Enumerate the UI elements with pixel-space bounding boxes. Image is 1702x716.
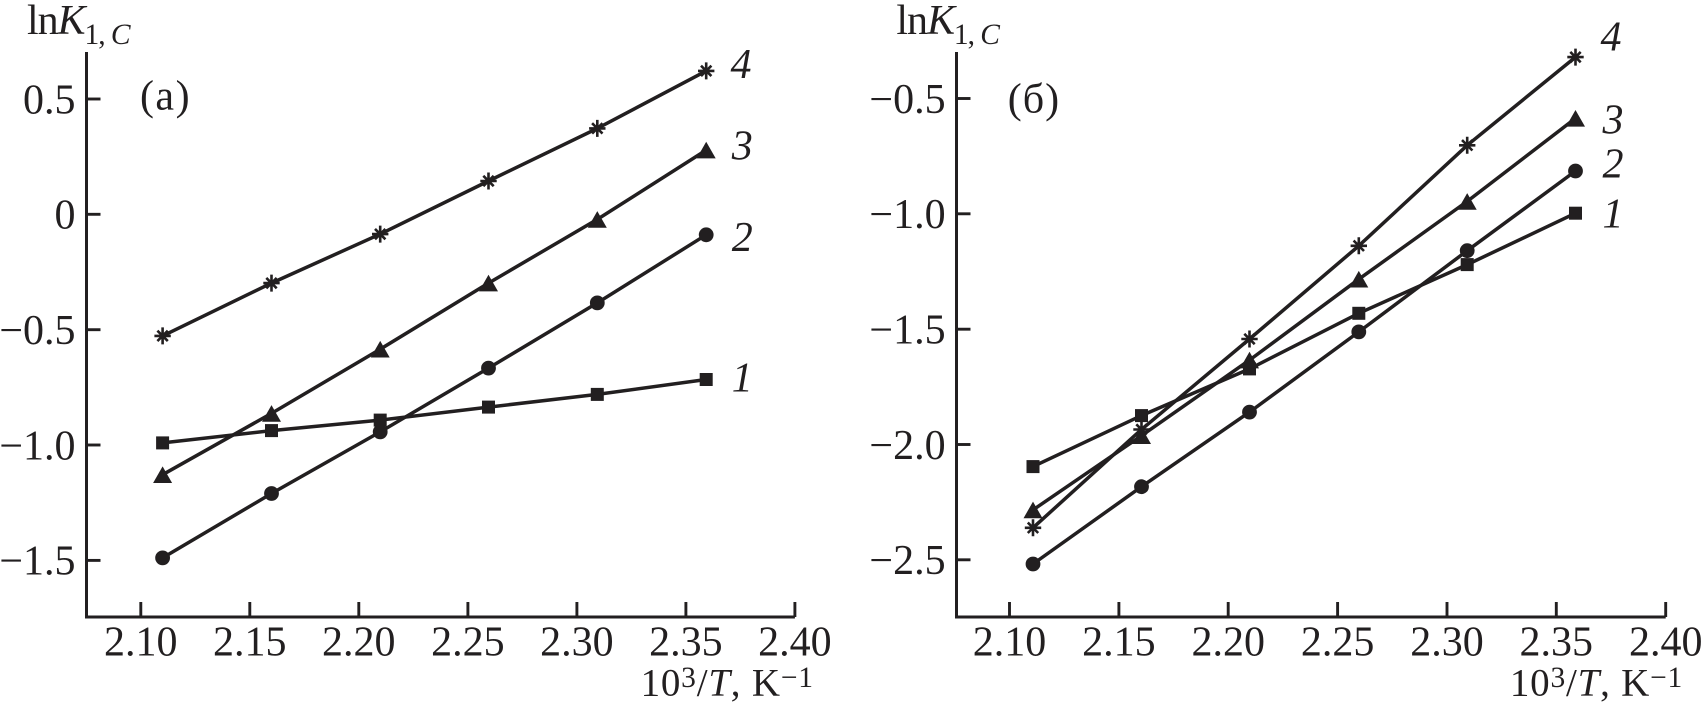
svg-text:(a): (a) bbox=[140, 74, 191, 120]
svg-text:2.10: 2.10 bbox=[104, 620, 178, 666]
svg-text:2.40: 2.40 bbox=[758, 620, 832, 666]
svg-text:2.25: 2.25 bbox=[431, 620, 505, 666]
svg-text:2: 2 bbox=[732, 215, 753, 261]
svg-text:−2.5: −2.5 bbox=[869, 538, 945, 584]
svg-text:2.15: 2.15 bbox=[213, 620, 287, 666]
svg-text:−1.0: −1.0 bbox=[0, 423, 76, 469]
svg-text:−1.5: −1.5 bbox=[869, 308, 945, 354]
svg-text:3: 3 bbox=[1602, 97, 1624, 143]
svg-text:2.25: 2.25 bbox=[1301, 620, 1375, 666]
svg-text:1: 1 bbox=[1603, 192, 1624, 238]
svg-text:(б): (б) bbox=[1008, 76, 1060, 122]
svg-text:2.30: 2.30 bbox=[1410, 620, 1484, 666]
svg-text:−1.5: −1.5 bbox=[0, 539, 76, 585]
svg-text:2.15: 2.15 bbox=[1082, 620, 1156, 666]
svg-text:−2.0: −2.0 bbox=[869, 423, 945, 469]
svg-text:1: 1 bbox=[732, 355, 753, 401]
svg-text:−0.5: −0.5 bbox=[869, 77, 945, 123]
svg-text:2.35: 2.35 bbox=[1520, 620, 1594, 666]
svg-text:2.10: 2.10 bbox=[973, 620, 1047, 666]
svg-text:2.35: 2.35 bbox=[649, 620, 723, 666]
svg-text:4: 4 bbox=[1601, 14, 1622, 60]
svg-text:2.40: 2.40 bbox=[1629, 620, 1702, 666]
svg-text:4: 4 bbox=[731, 42, 752, 88]
svg-text:3: 3 bbox=[731, 123, 753, 169]
svg-text:2: 2 bbox=[1603, 142, 1624, 188]
svg-text:2.30: 2.30 bbox=[540, 620, 614, 666]
svg-text:−1.0: −1.0 bbox=[869, 192, 945, 238]
svg-text:2.20: 2.20 bbox=[1191, 620, 1265, 666]
svg-text:0.5: 0.5 bbox=[23, 77, 76, 123]
svg-text:0: 0 bbox=[55, 193, 76, 239]
svg-text:−0.5: −0.5 bbox=[0, 308, 76, 354]
svg-text:2.20: 2.20 bbox=[322, 620, 396, 666]
